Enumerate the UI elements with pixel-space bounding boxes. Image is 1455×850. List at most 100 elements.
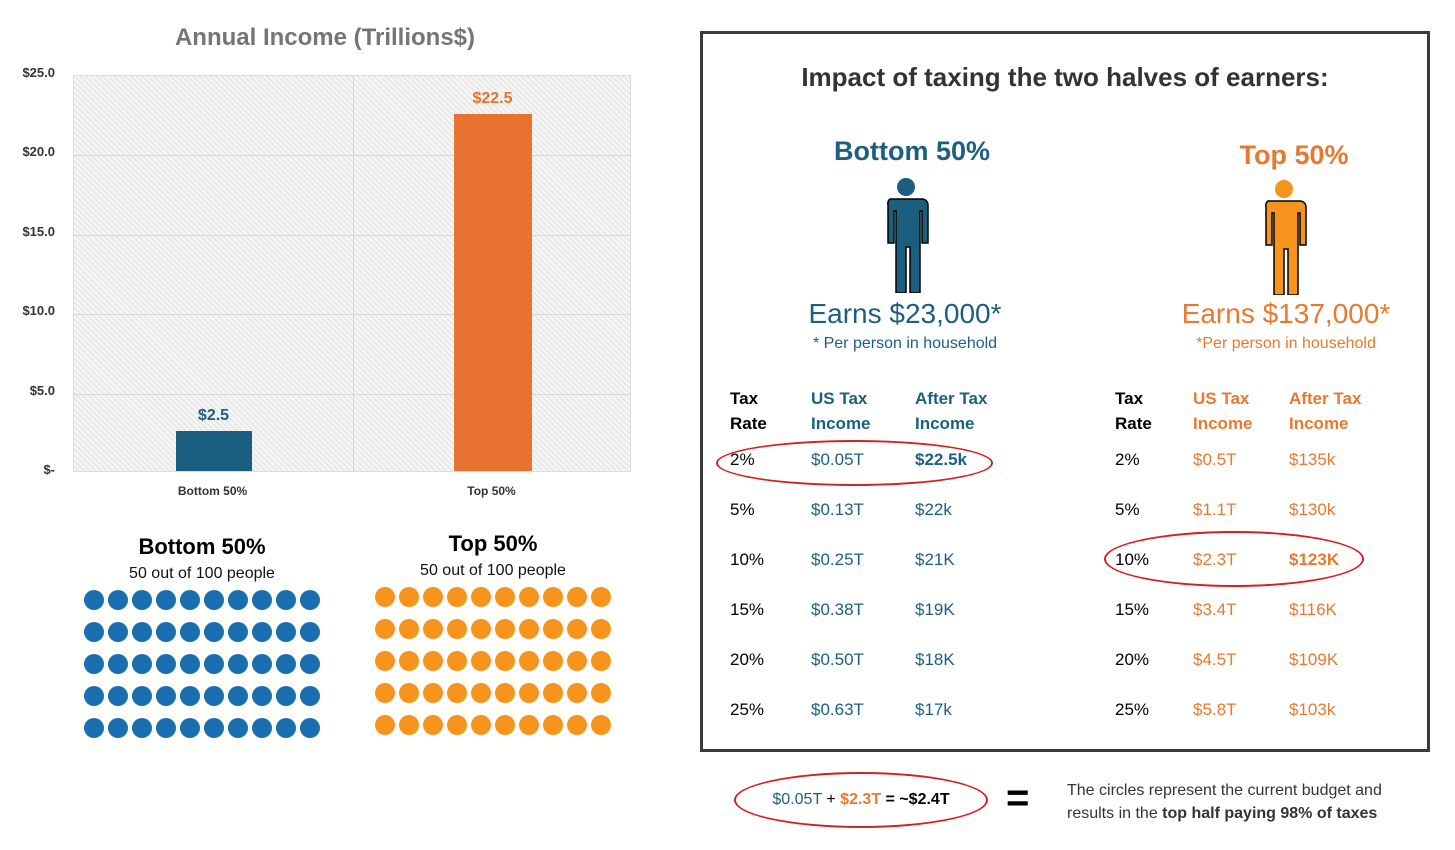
bottom-group-title: Bottom 50% <box>138 534 266 559</box>
person-icon-orange <box>1265 180 1307 295</box>
gridline <box>74 314 630 316</box>
plot-area: $2.5 $22.5 <box>73 75 631 472</box>
top-person-dot <box>543 619 563 639</box>
bottom-heading: Bottom 50% <box>833 136 990 166</box>
bottom-earns: Earns $23,000* <box>808 298 1002 329</box>
top-group-subtitle: 50 out of 100 people <box>420 562 566 579</box>
bottom-person-dot <box>252 718 272 738</box>
top-person-dot <box>399 619 419 639</box>
impact-panel <box>700 31 1430 752</box>
bottom-table-cell: $0.63T <box>811 700 864 719</box>
top-table-cell: $3.4T <box>1193 600 1237 619</box>
bottom-table-cell: $17k <box>915 700 952 719</box>
bottom-person-dot <box>108 686 128 706</box>
bottom-person-dot <box>108 718 128 738</box>
top-person-dot <box>423 587 443 607</box>
data-label: $2.5 <box>197 407 230 425</box>
bottom-person-dot <box>180 686 200 706</box>
summary-text-bold: top half paying 98% of taxes <box>1162 805 1378 822</box>
summary-equation: $0.05T + $2.3T = ~$2.4T <box>734 791 988 809</box>
bottom-table-cell: $0.13T <box>811 500 864 519</box>
top-person-dot <box>375 651 395 671</box>
bottom-person-dot <box>156 718 176 738</box>
y-tick-label: $20.0 <box>22 144 55 160</box>
top-person-dot <box>447 651 467 671</box>
top-person-dot <box>543 715 563 735</box>
bottom-person-dot <box>276 686 296 706</box>
top-table-cell: 20% <box>1115 650 1150 669</box>
top-header-line: Rate <box>1115 414 1152 433</box>
chart-title: Annual Income (Trillions$) <box>174 24 476 51</box>
summary-text-line2: results in the <box>1067 805 1163 822</box>
top-person-dot <box>375 683 395 703</box>
data-label: $22.5 <box>472 89 513 107</box>
gridline <box>74 155 630 157</box>
bottom-person-dot <box>204 686 224 706</box>
bottom-person-dot <box>132 622 152 642</box>
top-person-dot <box>591 587 611 607</box>
bottom-person-dot <box>84 718 104 738</box>
impact-title: Impact of taxing the two halves of earne… <box>801 62 1329 92</box>
bottom-table-cell: $0.50T <box>811 650 864 669</box>
bar-bottom-50- <box>175 431 252 471</box>
bottom-table-cell: $0.38T <box>811 600 864 619</box>
top-person-dot <box>519 715 539 735</box>
bottom-person-dot <box>108 622 128 642</box>
top-person-dot <box>423 651 443 671</box>
top-person-dot <box>447 715 467 735</box>
top-person-dot <box>375 715 395 735</box>
y-tick-label: $15.0 <box>22 223 55 239</box>
top-person-dot <box>495 619 515 639</box>
bottom-person-dot <box>84 686 104 706</box>
top-person-dot <box>519 619 539 639</box>
summary-total: = ~$2.4T <box>881 791 950 808</box>
bottom-person-dot <box>108 654 128 674</box>
bottom-table-cell: $19K <box>915 600 955 619</box>
bottom-table-cell: 25% <box>730 700 765 719</box>
bottom-header-line: Tax <box>730 389 759 408</box>
bottom-person-dot <box>228 654 248 674</box>
bottom-person-dot <box>84 590 104 610</box>
gridline <box>74 393 630 395</box>
top-person-dot <box>447 619 467 639</box>
bottom-person-dot <box>132 590 152 610</box>
bottom-person-dot <box>84 622 104 642</box>
top-person-dot <box>519 651 539 671</box>
highlight-circle-bottom <box>716 440 993 486</box>
bottom-person-dot <box>156 654 176 674</box>
top-header: US Tax Income <box>1193 386 1253 436</box>
top-person-dot <box>399 651 419 671</box>
top-person-dot <box>399 683 419 703</box>
top-person-dot <box>591 651 611 671</box>
top-person-dot <box>543 683 563 703</box>
bottom-person-dot <box>252 686 272 706</box>
bottom-table-cell: 10% <box>730 550 765 569</box>
bottom-person-dot <box>300 718 320 738</box>
top-person-dot <box>423 619 443 639</box>
top-table-cell: $1.1T <box>1193 500 1237 519</box>
top-person-dot <box>495 683 515 703</box>
bottom-person-dot <box>204 718 224 738</box>
top-person-dot <box>447 683 467 703</box>
summary-circle <box>734 772 988 828</box>
top-person-dot <box>543 587 563 607</box>
x-tick-label: Bottom 50% <box>177 484 248 498</box>
bottom-person-dot <box>300 686 320 706</box>
bottom-person-dot <box>276 622 296 642</box>
category-divider <box>353 76 354 471</box>
top-person-dot <box>519 587 539 607</box>
bottom-person-dot <box>276 590 296 610</box>
bottom-header-line: Income <box>811 414 871 433</box>
x-tick-label: Top 50% <box>467 484 516 498</box>
bottom-person-dot <box>180 718 200 738</box>
highlight-circle-top <box>1104 531 1364 587</box>
top-person-dot <box>567 683 587 703</box>
top-header-line: Income <box>1289 414 1349 433</box>
top-header-line: Tax <box>1115 389 1144 408</box>
top-table-cell: 5% <box>1115 500 1140 519</box>
top-table-cell: $116K <box>1289 600 1337 619</box>
y-tick-label: $5.0 <box>29 382 55 398</box>
top-person-dot <box>375 587 395 607</box>
bottom-table-cell: 20% <box>730 650 765 669</box>
top-header-line: After Tax <box>1289 389 1362 408</box>
